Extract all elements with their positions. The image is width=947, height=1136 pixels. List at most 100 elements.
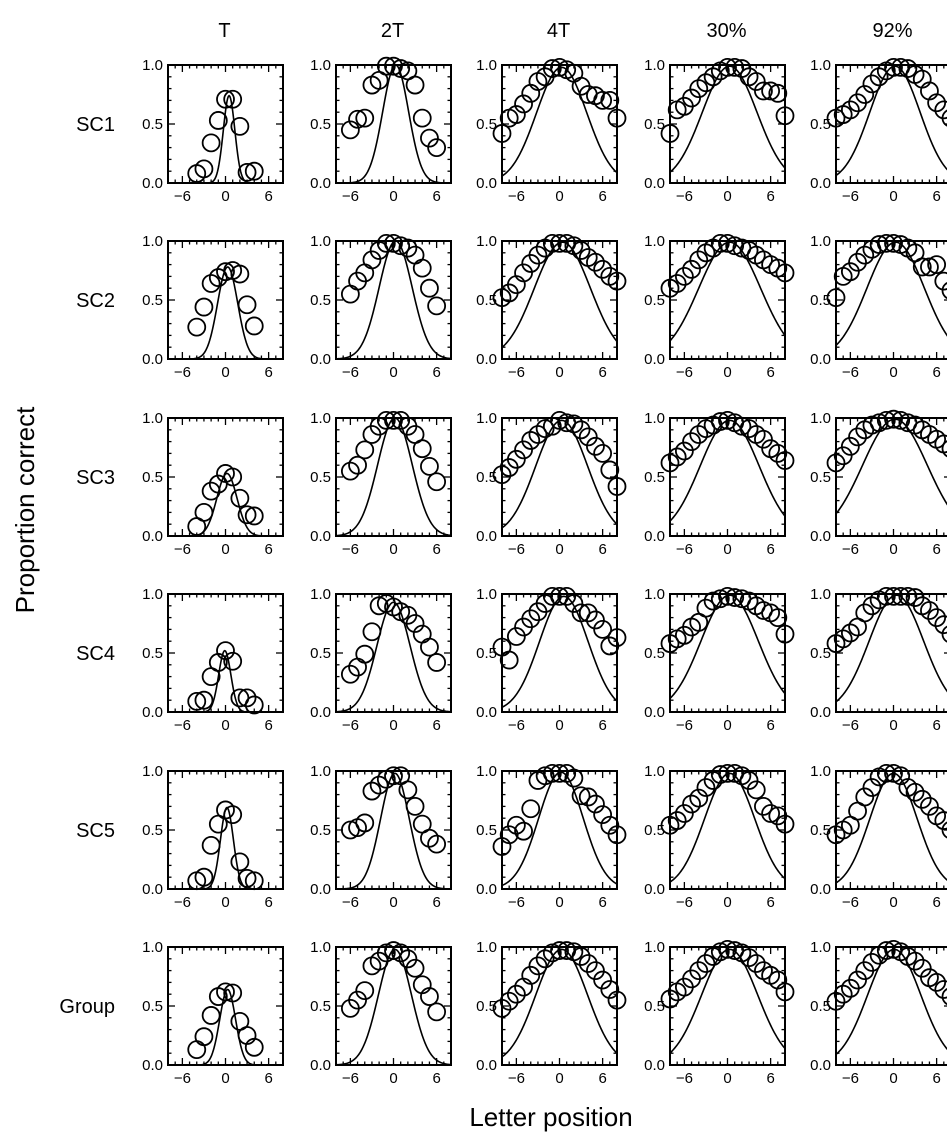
y-tick-label: 0.5 bbox=[810, 469, 831, 486]
fit-curve bbox=[168, 649, 283, 712]
data-point bbox=[941, 821, 947, 839]
y-tick-label: 1.0 bbox=[644, 233, 665, 250]
x-tick-label: −6 bbox=[174, 541, 191, 558]
data-point bbox=[230, 264, 250, 284]
column-title-4t: 4T bbox=[547, 20, 570, 42]
data-point bbox=[710, 589, 730, 609]
minor-ticks bbox=[502, 947, 617, 1065]
data-point bbox=[405, 797, 425, 816]
x-tick-label: −6 bbox=[342, 188, 359, 205]
y-tick-label: 1.0 bbox=[142, 410, 163, 427]
panel-frame bbox=[669, 946, 786, 1066]
minor-ticks bbox=[336, 947, 451, 1065]
x-tick-label: 6 bbox=[432, 188, 440, 205]
data-point bbox=[348, 455, 367, 475]
fit-curve bbox=[836, 772, 947, 884]
panel-frame bbox=[835, 417, 947, 537]
y-tick-label: 0.0 bbox=[476, 881, 497, 898]
y-tick-label: 0.0 bbox=[310, 175, 331, 192]
data-point bbox=[420, 128, 439, 148]
column-titles: T 2T 4T 30% 92% bbox=[218, 20, 912, 42]
y-tick-label: 0.0 bbox=[644, 704, 665, 721]
x-tick-label: 0 bbox=[389, 1070, 397, 1087]
y-tick-label: 0.0 bbox=[476, 175, 497, 192]
data-point bbox=[348, 657, 367, 677]
panel-sc1-4t: 0.0 0.5 1.0 −6 0 6 bbox=[476, 57, 627, 205]
data-point bbox=[535, 766, 555, 786]
y-tick-label: 0.5 bbox=[644, 469, 665, 486]
data-point bbox=[405, 75, 425, 95]
x-tick-label: 0 bbox=[889, 894, 897, 911]
data-point bbox=[593, 259, 613, 279]
data-point bbox=[384, 941, 403, 960]
data-point bbox=[840, 100, 860, 120]
data-point bbox=[376, 410, 396, 430]
data-point bbox=[578, 787, 598, 807]
y-tick-label: 0.0 bbox=[476, 1057, 497, 1074]
x-tick-label: −6 bbox=[508, 541, 525, 558]
data-point bbox=[746, 954, 766, 973]
panel-group-92pct: 0.0 0.5 1.0 −6 0 6 bbox=[810, 939, 947, 1087]
data-point bbox=[230, 116, 250, 136]
data-point bbox=[674, 804, 694, 823]
data-point bbox=[244, 161, 264, 181]
data-point bbox=[891, 586, 911, 606]
x-tick-label: −6 bbox=[676, 541, 693, 558]
minor-ticks bbox=[336, 594, 451, 712]
x-tick-label: −6 bbox=[508, 364, 525, 381]
data-point bbox=[384, 56, 403, 76]
y-tick-label: 1.0 bbox=[644, 939, 665, 956]
x-tick-label: −6 bbox=[174, 364, 191, 381]
x-tick-label: −6 bbox=[342, 717, 359, 734]
y-tick-label: 0.5 bbox=[810, 116, 831, 133]
minor-ticks bbox=[836, 418, 947, 536]
data-point bbox=[223, 651, 243, 671]
y-tick-label: 1.0 bbox=[644, 57, 665, 74]
y-tick-label: 0.5 bbox=[810, 292, 831, 309]
y-tick-label: 0.5 bbox=[310, 822, 331, 839]
data-point bbox=[340, 664, 360, 684]
fit-curve bbox=[168, 94, 283, 183]
minor-ticks bbox=[670, 418, 785, 536]
y-tick-label: 0.5 bbox=[310, 116, 331, 133]
data-point bbox=[941, 109, 947, 127]
panel-sc4-t: 0.0 0.5 1.0 −6 0 6 bbox=[142, 586, 284, 734]
data-point bbox=[593, 970, 613, 990]
panel-sc5-92pct: 0.0 0.5 1.0 −6 0 6 bbox=[810, 763, 947, 911]
data-point bbox=[927, 973, 947, 992]
fit-curve bbox=[502, 771, 617, 887]
data-point bbox=[201, 835, 221, 855]
minor-ticks bbox=[670, 771, 785, 889]
data-point bbox=[855, 603, 875, 623]
data-point bbox=[920, 797, 939, 816]
x-tick-label: 0 bbox=[723, 541, 731, 558]
data-point bbox=[244, 695, 264, 715]
y-tick-label: 1.0 bbox=[810, 939, 831, 956]
panel-group-30pct: 0.0 0.5 1.0 −6 0 6 bbox=[644, 939, 795, 1087]
x-tick-label: 6 bbox=[432, 364, 440, 381]
x-tick-label: 0 bbox=[889, 1070, 897, 1087]
y-tick-label: 0.0 bbox=[142, 351, 163, 368]
x-tick-label: 0 bbox=[555, 364, 563, 381]
y-tick-label: 1.0 bbox=[310, 233, 331, 250]
x-tick-label: −6 bbox=[676, 1070, 693, 1087]
data-point bbox=[891, 410, 911, 430]
fit-curve bbox=[670, 948, 785, 1054]
y-tick-label: 0.0 bbox=[810, 351, 831, 368]
row-label-sc1: SC1 bbox=[76, 114, 115, 136]
panel-frame bbox=[167, 593, 284, 713]
fit-curve bbox=[670, 419, 785, 522]
y-tick-label: 0.0 bbox=[310, 351, 331, 368]
data-point bbox=[542, 233, 562, 253]
data-point bbox=[208, 111, 228, 130]
panel-frame bbox=[669, 417, 786, 537]
data-point bbox=[912, 789, 932, 809]
x-tick-label: 0 bbox=[723, 894, 731, 911]
data-point bbox=[223, 89, 243, 109]
x-tick-label: −6 bbox=[842, 541, 859, 558]
data-point bbox=[674, 441, 694, 461]
row-label-sc3: SC3 bbox=[76, 467, 115, 489]
x-tick-label: 0 bbox=[723, 188, 731, 205]
panel-frame bbox=[335, 417, 452, 537]
data-point bbox=[506, 449, 526, 469]
